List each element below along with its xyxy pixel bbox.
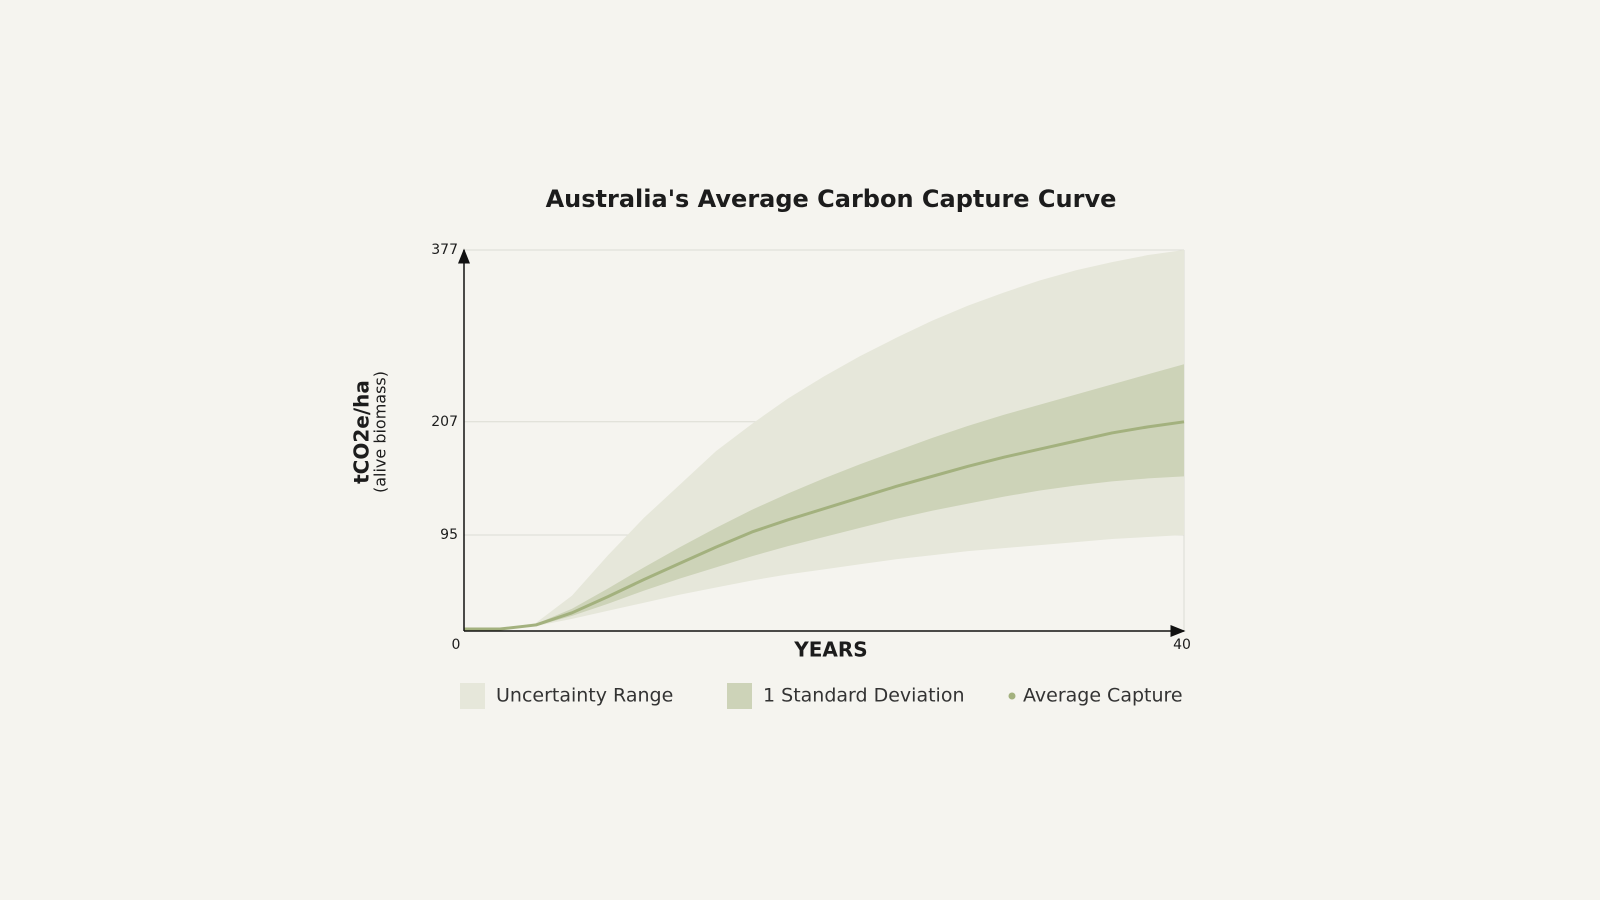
- plot-area: [464, 250, 1185, 631]
- y-axis-label: tCO2e/ha: [350, 380, 374, 484]
- legend-swatch: [460, 683, 485, 709]
- legend: Uncertainty Range 1 Standard Deviation Ave…: [460, 683, 1183, 709]
- x-tick-label: 40: [1173, 637, 1191, 653]
- legend-label: Uncertainty Range: [496, 685, 673, 707]
- x-axis-label: YEARS: [793, 638, 867, 662]
- chart-title: Australia's Average Carbon Capture Curve: [546, 185, 1117, 213]
- legend-label: 1 Standard Deviation: [763, 685, 965, 707]
- y-axis-sublabel: (alive biomass): [371, 371, 390, 493]
- band: [464, 250, 1184, 629]
- y-tick-label: 95: [440, 527, 458, 543]
- band: [464, 364, 1184, 629]
- legend-swatch: [727, 683, 752, 709]
- y-tick-label: 377: [431, 242, 458, 258]
- x-tick-label: 0: [452, 637, 461, 653]
- legend-label: Average Capture: [1023, 685, 1183, 707]
- y-tick-label: 207: [431, 414, 458, 430]
- legend-swatch: [1008, 692, 1016, 700]
- line: [464, 420, 1185, 631]
- axes: 95 207 377 0 40: [431, 242, 1191, 653]
